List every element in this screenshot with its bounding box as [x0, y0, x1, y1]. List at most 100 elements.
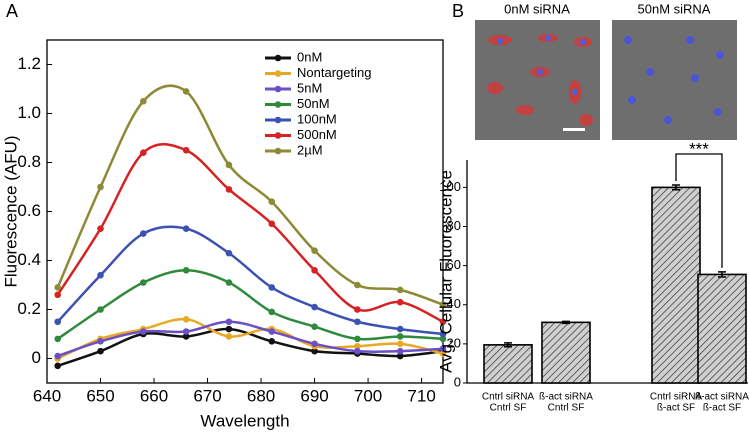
y-tick-label: 0.6 — [17, 201, 41, 220]
marker — [268, 328, 276, 335]
marker — [182, 316, 190, 323]
significance-label: *** — [689, 139, 709, 158]
marker — [54, 291, 62, 299]
y-tick-label: 80 — [447, 218, 461, 233]
x-tick-label: 690 — [300, 386, 328, 405]
x-tick-label: 670 — [193, 386, 221, 405]
marker — [97, 338, 104, 345]
marker — [396, 347, 404, 355]
marker — [439, 345, 447, 353]
legend-label: 100nM — [297, 111, 337, 126]
error-bar — [504, 342, 512, 348]
legend-marker — [274, 85, 282, 93]
series-line — [56, 225, 444, 336]
marker — [182, 88, 190, 95]
marker — [225, 186, 233, 193]
bar — [483, 344, 533, 384]
marker — [311, 247, 318, 254]
legend-label: 500nM — [297, 127, 337, 142]
marker — [225, 318, 233, 326]
legend-label: 50nM — [297, 96, 330, 111]
y-tick-label: 20 — [447, 335, 461, 350]
marker — [97, 271, 104, 279]
marker — [225, 249, 233, 257]
marker — [140, 230, 147, 237]
marker — [396, 286, 404, 294]
x-tick-label: Cntrl SF — [490, 403, 527, 414]
micrograph — [475, 20, 737, 140]
marker — [225, 325, 233, 333]
marker — [354, 335, 361, 343]
marker — [311, 340, 318, 348]
marker — [439, 330, 447, 338]
x-tick-label: 710 — [407, 386, 435, 405]
marker — [354, 342, 361, 350]
y-tick-label: 40 — [447, 296, 461, 311]
x-tick-label: 660 — [140, 386, 168, 405]
error-bar — [562, 320, 570, 325]
marker — [311, 303, 318, 311]
error-bar — [672, 184, 680, 191]
legend-label: 5nM — [297, 80, 322, 95]
legend-marker — [274, 147, 282, 155]
marker — [140, 97, 147, 105]
marker — [225, 279, 233, 286]
x-axis-label: Wavelength — [200, 411, 289, 430]
marker — [225, 333, 233, 340]
marker — [439, 335, 447, 343]
image-title: 50nM siRNA — [638, 1, 711, 16]
marker — [54, 362, 62, 370]
y-tick-label: 100 — [439, 179, 461, 194]
legend-label: 0nM — [297, 49, 322, 64]
error-bar — [718, 271, 726, 278]
legend-marker — [274, 132, 282, 139]
marker — [354, 281, 361, 289]
marker — [140, 279, 147, 286]
y-tick-label: 0.4 — [17, 250, 41, 269]
y-tick-label: 0.8 — [17, 152, 41, 171]
x-tick-label: 640 — [33, 386, 61, 405]
marker — [268, 338, 276, 345]
legend-label: 2µM — [297, 142, 323, 157]
y-tick-label: 1.0 — [17, 103, 41, 122]
marker — [354, 306, 361, 313]
marker — [140, 149, 147, 156]
x-tick-label: ß-act SF — [703, 403, 741, 414]
panel-label: B — [452, 1, 464, 21]
series-line — [56, 143, 444, 323]
series-line — [57, 317, 444, 360]
bar — [697, 273, 747, 384]
marker — [268, 220, 276, 228]
marker — [311, 347, 318, 355]
y-axis-label: Fluorescence (AFU) — [1, 135, 20, 287]
marker — [396, 333, 404, 340]
marker — [268, 308, 276, 316]
panel-label: A — [6, 1, 18, 21]
bar — [541, 321, 591, 384]
marker — [396, 340, 404, 348]
marker — [97, 183, 104, 191]
marker — [354, 347, 361, 355]
marker — [268, 284, 276, 291]
y-tick-label: 0 — [454, 374, 461, 389]
bar — [651, 186, 701, 384]
x-tick-label: Cntrl siRNA — [482, 392, 535, 403]
marker — [439, 301, 447, 308]
marker — [97, 306, 104, 313]
y-axis-label: Avg. Cellular Fluorescence — [436, 170, 455, 373]
marker — [182, 146, 190, 154]
marker — [311, 267, 318, 274]
series-line — [56, 84, 444, 306]
x-tick-label: ß-act siRNA — [695, 392, 749, 403]
x-tick-label: ß-act SF — [657, 403, 695, 414]
marker — [97, 347, 104, 355]
series-line — [57, 320, 444, 358]
legend-marker — [274, 54, 282, 62]
x-tick-label: 700 — [354, 386, 382, 405]
marker — [439, 318, 447, 326]
legend-marker — [274, 116, 282, 124]
marker — [311, 323, 318, 330]
marker — [268, 198, 276, 205]
y-tick-label: 0.2 — [17, 299, 41, 318]
marker — [182, 267, 190, 274]
